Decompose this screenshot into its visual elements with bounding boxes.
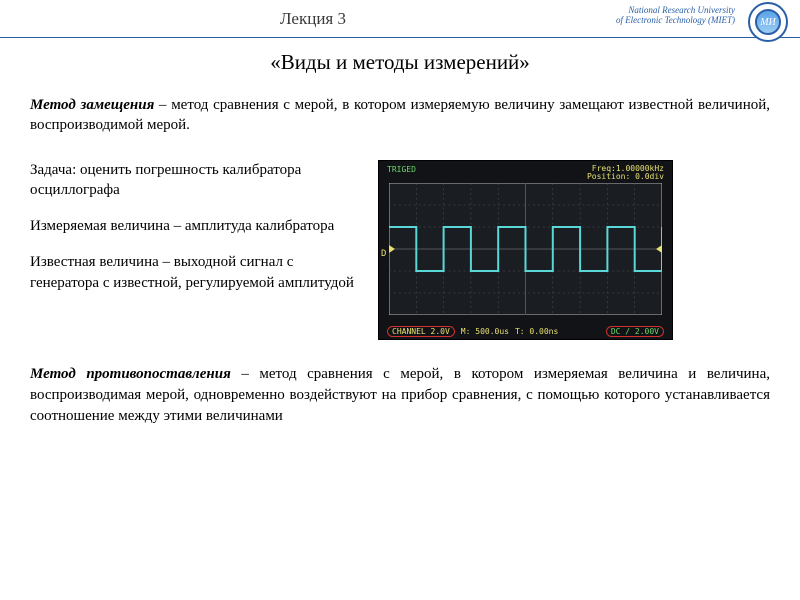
term-substitution: Метод замещения (30, 97, 154, 113)
header: Лекция 3 National Research University of… (0, 0, 800, 38)
logo-text: MИ (755, 9, 781, 35)
scope-channel: CHANNEL 2.0V (387, 326, 455, 337)
definition-substitution: Метод замещения – метод сравнения с меро… (30, 95, 770, 136)
scope-bottom-status: CHANNEL 2.0V M: 500.0us T: 0.00ns DC / 2… (379, 326, 672, 337)
scope-freq: Freq:1.00000kHz (592, 164, 664, 173)
definition-opposition: Метод противопоставления – метод сравнен… (30, 364, 770, 427)
university-attribution: National Research University of Electron… (616, 5, 735, 26)
task-text: Задача: оценить погрешность калибратора … (30, 160, 360, 201)
university-line2: of Electronic Technology (MIET) (616, 15, 735, 25)
d-marker: D (381, 249, 386, 259)
example-text: Задача: оценить погрешность калибратора … (30, 160, 360, 340)
scope-trig-status: TRIGED (387, 165, 416, 183)
scope-timebase: M: 500.0us (461, 327, 509, 336)
example-row: Задача: оценить погрешность калибратора … (30, 160, 770, 340)
scope-position: Position: 0.0div (587, 172, 664, 181)
scope-freq-block: Freq:1.00000kHz Position: 0.0div (587, 165, 664, 183)
university-logo: MИ (748, 2, 788, 42)
scope-grid (389, 183, 662, 315)
content-area: Метод замещения – метод сравнения с меро… (0, 95, 800, 427)
university-line1: National Research University (616, 5, 735, 15)
scope-coupling: DC / 2.00V (606, 326, 664, 337)
term-opposition: Метод противопоставления (30, 366, 231, 382)
scope-top-status: TRIGED Freq:1.00000kHz Position: 0.0div (379, 165, 672, 183)
known-qty-text: Известная величина – выходной сигнал с г… (30, 252, 360, 293)
oscilloscope-screenshot: TRIGED Freq:1.00000kHz Position: 0.0div … (378, 160, 673, 340)
measured-qty-text: Измеряемая величина – амплитуда калибрат… (30, 216, 360, 236)
slide-title: «Виды и методы измерений» (0, 50, 800, 75)
lecture-number: Лекция 3 (280, 9, 346, 29)
scope-t-offset: T: 0.00ns (515, 327, 558, 336)
scope-waveform (389, 183, 662, 315)
